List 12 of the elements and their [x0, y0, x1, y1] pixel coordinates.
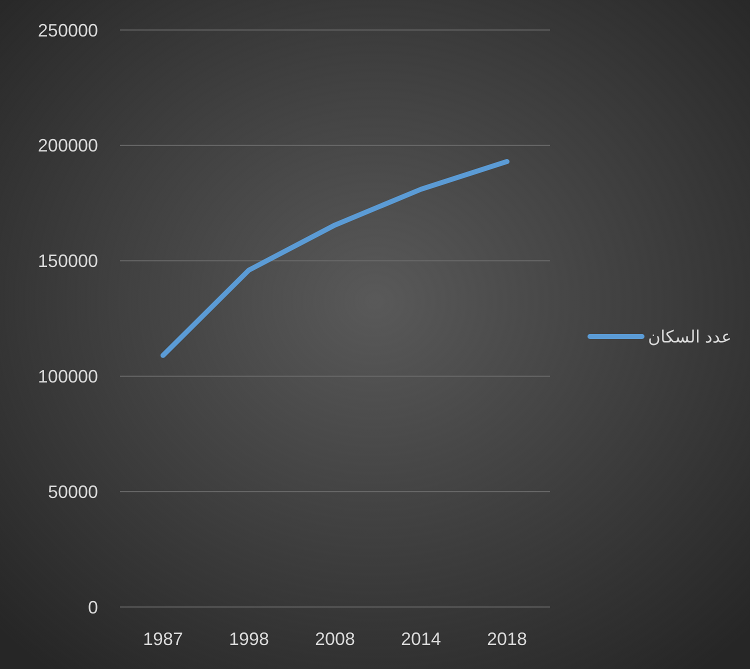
legend-label: عدد السكان [648, 327, 732, 346]
y-tick-label: 0 [88, 597, 98, 618]
x-tick-label: 2008 [314, 629, 356, 649]
x-tick-label: 2018 [486, 629, 528, 649]
x-tick-label: 1998 [228, 629, 270, 649]
y-tick-label: 200000 [38, 136, 98, 156]
y-tick-label: 50000 [48, 482, 98, 502]
y-tick-label: 100000 [38, 366, 98, 386]
y-tick-label: 150000 [38, 251, 98, 272]
x-tick-label: 2014 [400, 629, 442, 649]
x-tick-label: 1987 [142, 629, 184, 649]
y-tick-label: 250000 [38, 20, 98, 40]
